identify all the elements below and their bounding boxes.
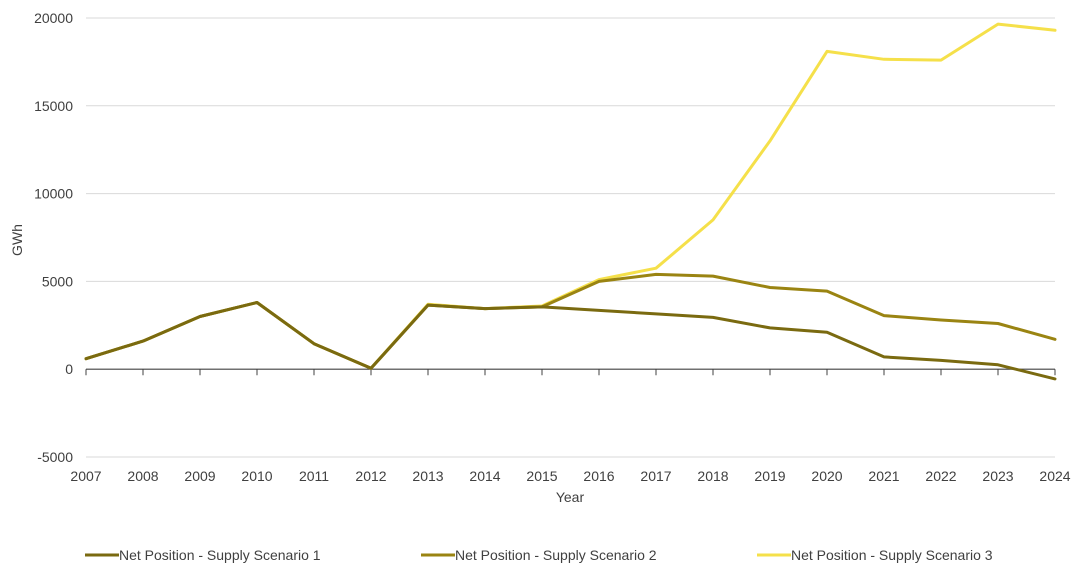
x-tick-label: 2023 <box>982 468 1013 484</box>
y-tick-label: -5000 <box>37 449 73 465</box>
y-tick-label: 15000 <box>34 98 73 114</box>
x-tick-label: 2021 <box>868 468 899 484</box>
legend-label: Net Position - Supply Scenario 2 <box>455 547 657 563</box>
series-line-2 <box>84 272 1057 370</box>
y-axis-tick-labels: -5000 0 5000 10000 15000 20000 <box>34 10 73 465</box>
legend-item-3: Net Position - Supply Scenario 3 <box>757 547 993 563</box>
x-tick-label: 2011 <box>299 468 329 484</box>
x-tick-label: 2022 <box>925 468 956 484</box>
x-tick-label: 2010 <box>241 468 272 484</box>
legend-label: Net Position - Supply Scenario 3 <box>791 547 993 563</box>
legend-item-2: Net Position - Supply Scenario 2 <box>421 547 657 563</box>
gridlines <box>86 17 1055 458</box>
x-tick-label: 2020 <box>811 468 842 484</box>
legend-label: Net Position - Supply Scenario 1 <box>119 547 321 563</box>
x-tick-label: 2013 <box>412 468 443 484</box>
y-tick-label: 5000 <box>42 273 73 289</box>
series-line-1 <box>84 301 1057 381</box>
x-axis <box>85 368 1056 376</box>
y-axis-title: GWh <box>9 224 25 256</box>
x-tick-label: 2016 <box>583 468 614 484</box>
x-axis-tick-labels: 2007 2008 2009 2010 2011 2012 2013 2014 2015 2016… <box>70 468 1070 484</box>
x-tick-label: 2014 <box>469 468 500 484</box>
legend: Net Position - Supply Scenario 1 Net Posi… <box>85 547 993 563</box>
x-tick-label: 2018 <box>697 468 728 484</box>
x-tick-label: 2019 <box>754 468 785 484</box>
series-lines <box>84 22 1057 381</box>
x-tick-label: 2024 <box>1039 468 1070 484</box>
legend-item-1: Net Position - Supply Scenario 1 <box>85 547 321 563</box>
y-tick-label: 0 <box>65 361 73 377</box>
x-tick-label: 2017 <box>640 468 671 484</box>
y-tick-label: 20000 <box>34 10 73 26</box>
y-tick-label: 10000 <box>34 186 73 202</box>
x-tick-label: 2012 <box>355 468 386 484</box>
x-tick-label: 2007 <box>70 468 101 484</box>
x-tick-label: 2008 <box>127 468 158 484</box>
x-tick-label: 2009 <box>184 468 215 484</box>
x-tick-label: 2015 <box>526 468 557 484</box>
x-axis-title: Year <box>556 489 585 505</box>
